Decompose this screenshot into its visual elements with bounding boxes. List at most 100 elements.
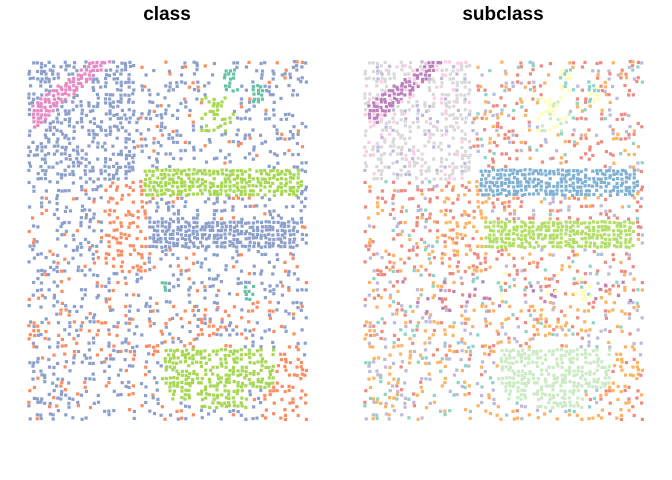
map-point-subclass-grey (423, 129, 427, 133)
map-point-subclass-grey (415, 176, 419, 180)
map-point-subclass-lime (547, 221, 551, 225)
map-point-subclass-red (576, 217, 580, 221)
map-point-class-orange (115, 188, 119, 192)
map-point-class-main (224, 268, 228, 272)
map-point-class-main (168, 164, 172, 169)
map-point-class-main (167, 69, 171, 73)
map-point-subclass-lavender (428, 401, 432, 405)
map-point-class-main (235, 260, 239, 264)
map-point-class-green (195, 172, 199, 176)
map-point-subclass-orange (512, 417, 516, 421)
map-point-subclass-pale_green (516, 396, 520, 400)
map-point-subclass-orange (504, 72, 508, 76)
map-point-class-orange (56, 261, 60, 265)
map-point-subclass-yellow (592, 97, 596, 101)
map-point-subclass-red (515, 133, 519, 137)
map-point-subclass-lavender (467, 364, 471, 368)
map-point-subclass-mint (368, 396, 372, 400)
map-point-subclass-lavender (517, 216, 521, 221)
map-point-subclass-blue (576, 172, 580, 176)
map-point-class-green (196, 169, 200, 173)
map-point-class-main (188, 108, 192, 113)
map-point-subclass-grey (440, 160, 444, 164)
map-point-class-orange (279, 324, 284, 329)
map-point-class-orange (108, 305, 112, 309)
map-point-class-orange (251, 309, 255, 313)
map-point-subclass-grey (431, 133, 435, 137)
map-point-class-green (223, 389, 227, 393)
map-point-class-green (260, 364, 264, 368)
map-point-class-main (300, 232, 304, 237)
map-point-class-main (27, 180, 31, 185)
map-point-class-main (292, 220, 296, 225)
map-point-subclass-red (579, 136, 583, 141)
map-point-class-main (183, 61, 187, 65)
map-point-class-orange (188, 341, 192, 346)
map-point-class-orange (187, 321, 192, 325)
map-point-subclass-pale_green (543, 377, 547, 381)
map-point-class-main (257, 241, 261, 245)
map-point-subclass-lavender (544, 140, 548, 144)
map-point-class-main (296, 152, 300, 157)
map-point-subclass-pale_green (576, 385, 580, 389)
map-point-subclass-grey (445, 68, 449, 72)
map-point-subclass-blue (583, 184, 587, 188)
map-point-subclass-light_pink (365, 84, 369, 88)
map-point-subclass-orange (496, 405, 500, 409)
map-point-subclass-blue (556, 181, 560, 185)
map-point-class-main (239, 97, 244, 101)
map-point-class-main (55, 161, 59, 165)
map-point-class-main (184, 404, 188, 408)
map-point-subclass-orange (467, 266, 471, 270)
map-point-class-main (131, 92, 135, 96)
map-point-subclass-lavender (380, 256, 384, 260)
map-point-subclass-lavender (455, 393, 459, 397)
map-point-subclass-lavender (427, 361, 431, 365)
map-point-subclass-purple (372, 109, 376, 113)
map-point-subclass-grey (452, 152, 457, 156)
map-point-class-main (259, 345, 263, 349)
map-point-class-orange (131, 180, 135, 185)
map-point-subclass-red (440, 300, 444, 304)
map-point-subclass-orange (484, 117, 489, 121)
map-point-class-main (87, 341, 91, 345)
map-point-subclass-red (515, 157, 519, 161)
map-point-subclass-grey (392, 137, 396, 141)
map-point-subclass-red (491, 201, 495, 205)
map-point-subclass-orange (432, 220, 437, 224)
map-point-class-green (295, 193, 299, 197)
map-point-class-orange (120, 224, 124, 228)
map-point-class-main (119, 149, 123, 153)
map-point-subclass-purple (396, 92, 400, 96)
map-point-subclass-red (427, 188, 431, 192)
map-point-subclass-mint (380, 317, 384, 321)
map-point-subclass-lavender (400, 304, 404, 308)
map-point-class-main (152, 220, 156, 224)
map-point-subclass-red (504, 164, 508, 169)
map-point-subclass-lavender (391, 384, 395, 388)
map-point-subclass-mint (456, 381, 460, 385)
map-point-class-main (71, 160, 75, 164)
map-point-class-main (304, 196, 308, 201)
map-point-subclass-orange (387, 413, 391, 417)
map-point-class-main (131, 168, 135, 172)
map-point-class-main (79, 216, 83, 220)
map-point-subclass-lavender (495, 128, 499, 132)
map-point-class-main (52, 64, 56, 68)
map-point-class-main (40, 69, 44, 73)
map-point-subclass-blue (516, 184, 520, 188)
map-point-subclass-orange (448, 220, 452, 224)
map-point-class-main (291, 253, 295, 257)
map-point-subclass-lavender (363, 304, 367, 308)
map-point-class-main (211, 277, 216, 281)
map-point-subclass-mint (551, 332, 555, 337)
map-point-class-main (179, 133, 183, 137)
map-point-class-main (223, 221, 227, 225)
map-point-class-main (235, 249, 239, 253)
map-point-subclass-orange (484, 100, 488, 104)
map-point-class-main (175, 313, 179, 317)
map-point-subclass-yellow (559, 117, 563, 121)
map-point-class-main (256, 396, 261, 401)
map-point-class-main (251, 221, 255, 225)
map-point-subclass-lime (607, 241, 611, 245)
